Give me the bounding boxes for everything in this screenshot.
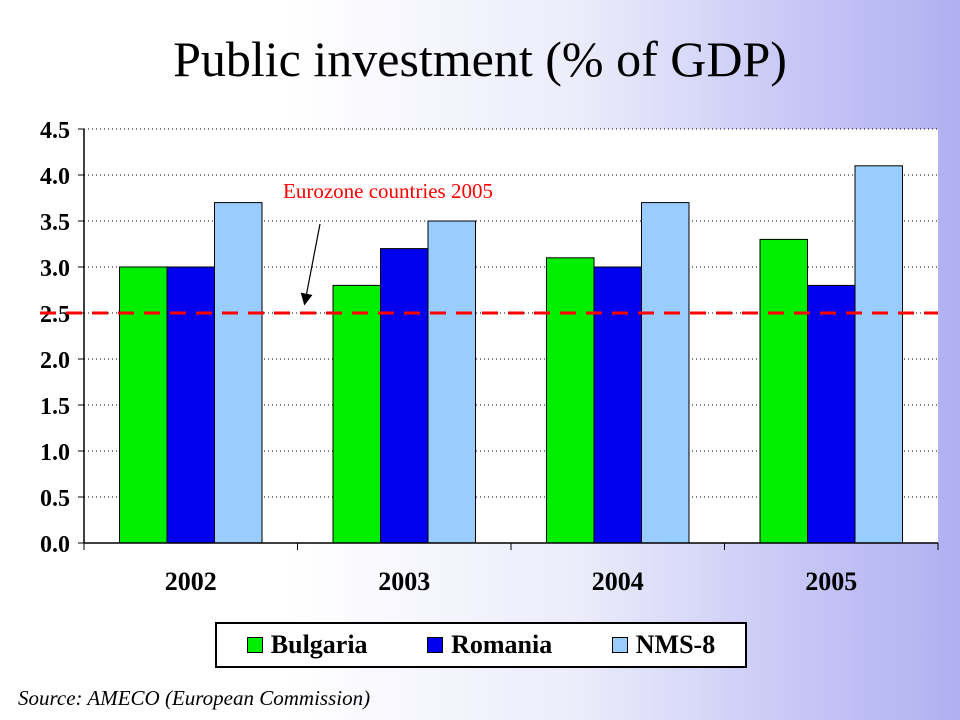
y-tick-label: 1.5 <box>40 394 70 420</box>
legend-label-romania: Romania <box>451 630 553 659</box>
bar-romania-2004 <box>593 266 642 544</box>
bar-romania-2005 <box>807 284 856 544</box>
x-tick-label: 2003 <box>378 567 430 596</box>
x-tick-label: 2005 <box>805 567 857 596</box>
annotation-arrow <box>300 223 321 306</box>
legend-swatch-romania <box>427 637 444 653</box>
legend-label-nms8: NMS-8 <box>635 630 716 659</box>
bar-nms8-2003 <box>427 220 476 544</box>
bar-bulgaria-2002 <box>119 266 168 544</box>
bar-bulgaria-2004 <box>546 257 595 544</box>
y-tick-label: 4.0 <box>40 164 70 190</box>
legend-item-bulgaria: Bulgaria <box>246 630 368 660</box>
bar-nms8-2004 <box>641 202 690 544</box>
y-tick-label: 2.5 <box>40 302 70 328</box>
legend-swatch-nms8 <box>611 637 628 653</box>
y-tick-label: 2.0 <box>40 348 70 374</box>
y-tick-label: 1.0 <box>40 440 70 466</box>
y-tick-label: 0.0 <box>40 532 70 558</box>
bar-nms8-2005 <box>854 165 903 544</box>
bar-nms8-2002 <box>214 202 263 544</box>
source-note: Source: AMECO (European Commission) <box>18 686 371 710</box>
y-tick-label: 4.5 <box>40 118 70 144</box>
legend-item-nms8: NMS-8 <box>611 630 716 660</box>
y-tick-label: 0.5 <box>40 486 70 512</box>
bar-romania-2003 <box>380 248 429 544</box>
legend-swatch-bulgaria <box>246 637 263 653</box>
legend-item-romania: Romania <box>427 630 552 660</box>
x-tick-label: 2004 <box>592 567 644 596</box>
bar-bulgaria-2003 <box>332 284 381 544</box>
legend-label-bulgaria: Bulgaria <box>270 630 368 659</box>
x-tick-label: 2002 <box>165 567 217 596</box>
bar-romania-2002 <box>166 266 215 544</box>
y-tick-label: 3.0 <box>40 256 70 282</box>
slide-title: Public investment (% of GDP) <box>173 31 787 87</box>
chart-legend: Bulgaria Romania NMS-8 <box>215 622 747 668</box>
reference-line-label: Eurozone countries 2005 <box>283 179 493 203</box>
y-tick-label: 3.5 <box>40 210 70 236</box>
bar-bulgaria-2005 <box>759 238 808 544</box>
